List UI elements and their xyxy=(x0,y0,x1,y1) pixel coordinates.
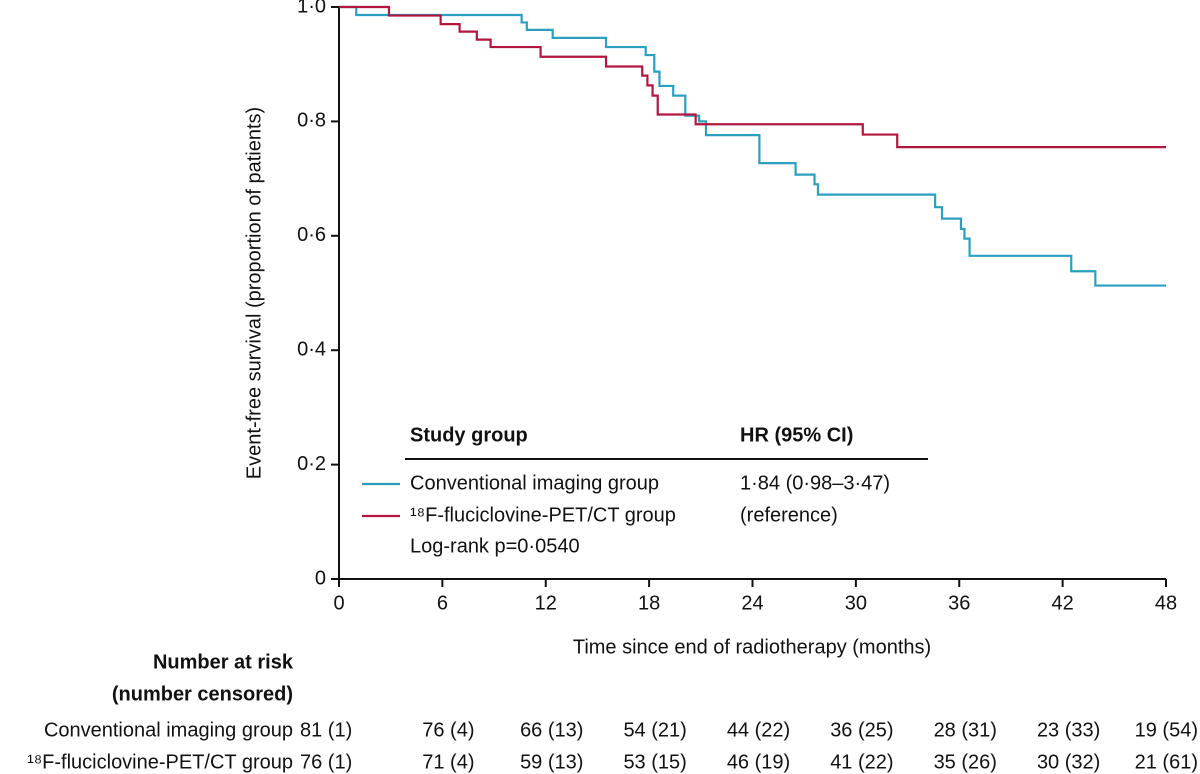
legend-header: Study group xyxy=(410,424,528,446)
risk-cell: 41 (22) xyxy=(830,751,893,773)
y-tick-label: 1·0 xyxy=(297,0,326,17)
legend-label: Conventional imaging group xyxy=(410,472,659,494)
y-tick-label: 0·4 xyxy=(297,338,326,360)
x-tick-label: 18 xyxy=(638,592,660,614)
risk-title: Number at risk xyxy=(153,651,294,673)
legend-header: HR (95% CI) xyxy=(740,424,853,446)
risk-cell: 28 (31) xyxy=(934,719,997,741)
risk-cell: 59 (13) xyxy=(520,751,583,773)
risk-cell: 81 (1) xyxy=(300,719,352,741)
survival-curve xyxy=(339,5,1166,287)
x-tick-label: 6 xyxy=(437,592,448,614)
risk-row-label: Conventional imaging group xyxy=(44,719,293,741)
risk-cell: 66 (13) xyxy=(520,719,583,741)
risk-cell: 36 (25) xyxy=(830,719,893,741)
x-tick-label: 30 xyxy=(845,592,867,614)
x-tick-label: 24 xyxy=(741,592,763,614)
survival-curve xyxy=(339,5,1166,149)
risk-cell: 76 (1) xyxy=(300,751,352,773)
risk-cell: 53 (15) xyxy=(623,751,686,773)
x-axis-label: Time since end of radiotherapy (months) xyxy=(573,636,931,658)
risk-cell: 30 (32) xyxy=(1037,751,1100,773)
y-tick-label: 0·8 xyxy=(297,110,326,132)
x-tick-label: 42 xyxy=(1052,592,1074,614)
risk-cell: 21 (61) xyxy=(1135,751,1198,773)
risk-cell: 71 (4) xyxy=(422,751,474,773)
legend-label: ¹⁸F-fluciclovine-PET/CT group xyxy=(410,504,676,526)
legend-hr: 1·84 (0·98–3·47) xyxy=(740,472,890,494)
x-tick-label: 12 xyxy=(535,592,557,614)
risk-cell: 35 (26) xyxy=(934,751,997,773)
risk-row-label: ¹⁸F-fluciclovine-PET/CT group xyxy=(27,751,293,773)
y-tick-label: 0·6 xyxy=(297,224,326,246)
y-axis-label: Event-free survival (proportion of patie… xyxy=(243,107,265,479)
y-tick-label: 0 xyxy=(315,567,326,589)
risk-cell: 44 (22) xyxy=(727,719,790,741)
legend-note: Log-rank p=0·0540 xyxy=(410,535,580,557)
risk-title: (number censored) xyxy=(112,683,293,705)
risk-cell: 54 (21) xyxy=(623,719,686,741)
risk-cell: 23 (33) xyxy=(1037,719,1100,741)
legend-hr: (reference) xyxy=(740,504,838,526)
y-tick-label: 0·2 xyxy=(297,453,326,475)
risk-cell: 46 (19) xyxy=(727,751,790,773)
x-tick-label: 0 xyxy=(333,592,344,614)
x-tick-label: 48 xyxy=(1155,592,1177,614)
x-tick-label: 36 xyxy=(948,592,970,614)
risk-cell: 76 (4) xyxy=(422,719,474,741)
risk-cell: 19 (54) xyxy=(1135,719,1198,741)
